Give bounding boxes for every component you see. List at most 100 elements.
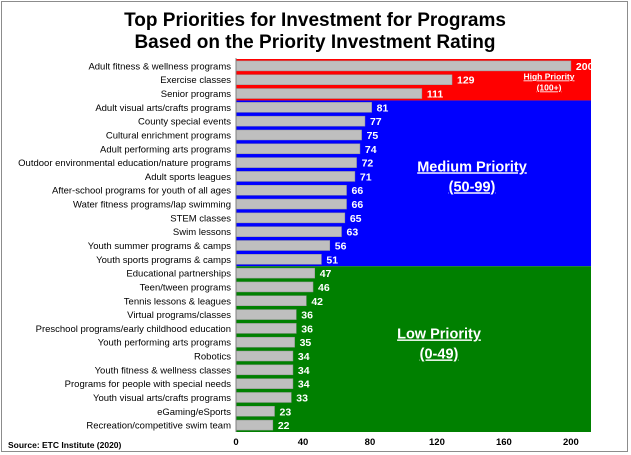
zone-medium-label-line-1: Medium Priority: [417, 159, 527, 175]
category-label: Exercise classes: [160, 75, 231, 86]
category-label: Youth visual arts/crafts programs: [93, 393, 231, 404]
x-tick-label: 160: [496, 437, 512, 448]
category-label: Tennis lessons & leagues: [124, 296, 231, 307]
category-label: Youth performing arts programs: [98, 338, 231, 349]
zone-low-background: [236, 266, 591, 432]
value-label: 81: [377, 102, 389, 114]
bar: [235, 295, 307, 307]
bar: [235, 115, 366, 127]
category-label: Robotics: [194, 352, 231, 363]
bar: [235, 212, 346, 224]
zone-medium-background: [236, 100, 591, 267]
bar: [235, 281, 314, 293]
category-label: Educational partnerships: [126, 269, 231, 280]
category-label: Adult sports leagues: [145, 172, 231, 183]
bar: [235, 88, 423, 99]
category-label: County special events: [138, 117, 231, 128]
value-label: 75: [367, 130, 379, 142]
value-label: 74: [365, 144, 377, 156]
bar: [235, 254, 322, 265]
x-tick-label: 120: [429, 437, 445, 448]
zone-high-label-line-1: High Priority: [523, 71, 574, 81]
category-label: Youth fitness & wellness classes: [95, 365, 232, 376]
bar: [235, 157, 357, 168]
value-label: 46: [318, 282, 330, 294]
value-label: 33: [296, 392, 308, 404]
chart-title-line-2: Based on the Priority Investment Rating: [134, 32, 495, 53]
category-label: Water fitness programs/lap swimming: [73, 200, 231, 211]
bar: [235, 143, 361, 155]
category-label: Virtual programs/classes: [127, 310, 231, 321]
category-label: Cultural enrichment programs: [106, 130, 231, 141]
category-label: Preschool programs/early childhood educa…: [36, 324, 231, 335]
bar: [235, 350, 294, 362]
bar: [235, 309, 297, 320]
source-note: Source: ETC Institute (2020): [8, 440, 122, 450]
category-label: Youth sports programs & camps: [96, 255, 231, 266]
value-label: 34: [298, 379, 310, 391]
value-label: 47: [320, 268, 332, 280]
x-tick-label: 200: [563, 437, 579, 448]
bar: [235, 378, 294, 389]
category-label: Outdoor environmental education/nature p…: [18, 158, 231, 169]
value-label: 36: [301, 310, 313, 322]
bar: [235, 419, 274, 431]
chart-title-line-1: Top Priorities for Investment for Progra…: [124, 10, 506, 31]
value-label: 51: [326, 254, 338, 266]
bar: [235, 198, 347, 210]
bar: [235, 171, 356, 182]
category-label: Teen/tween programs: [140, 282, 232, 293]
value-label: 22: [278, 420, 290, 432]
bar: [235, 102, 372, 113]
bar: [235, 267, 315, 279]
value-label: 42: [311, 296, 323, 308]
zone-medium-label-line-2: (50-99): [449, 179, 496, 195]
zone-low-label-line-2: (0-49): [420, 346, 459, 362]
category-label: Recreation/competitive swim team: [86, 421, 231, 432]
value-label: 34: [298, 365, 310, 377]
value-label: 111: [427, 89, 444, 101]
bar: [235, 226, 342, 237]
category-label: Senior programs: [161, 89, 231, 100]
bar: [235, 364, 294, 376]
value-label: 77: [370, 116, 382, 128]
bar: [235, 392, 292, 403]
value-label: 129: [457, 75, 475, 87]
value-label: 66: [352, 199, 364, 211]
value-label: 23: [280, 406, 292, 418]
x-tick-label: 40: [298, 437, 309, 448]
category-label: eGaming/eSports: [157, 407, 231, 418]
x-tick-label: 0: [233, 437, 238, 448]
value-label: 200: [576, 61, 594, 73]
bar: [235, 129, 362, 141]
bar: [235, 184, 347, 196]
zone-high-label-line-2: (100+): [537, 82, 562, 92]
bar: [235, 240, 331, 251]
category-label: Youth summer programs & camps: [88, 241, 232, 252]
value-label: 35: [300, 337, 312, 349]
category-label: STEM classes: [170, 213, 231, 224]
category-label: After-school programs for youth of all a…: [52, 186, 231, 197]
bar: [235, 323, 297, 334]
bar: [235, 406, 275, 417]
category-label: Swim lessons: [173, 227, 231, 238]
value-label: 65: [350, 213, 362, 225]
value-label: 36: [301, 323, 313, 335]
bar: [235, 60, 572, 72]
value-label: 56: [335, 241, 347, 253]
value-label: 34: [298, 351, 310, 363]
value-label: 71: [360, 171, 372, 183]
x-tick-label: 80: [365, 437, 376, 448]
category-label: Programs for people with special needs: [65, 379, 232, 390]
value-label: 63: [346, 227, 358, 239]
bar: [235, 74, 453, 85]
value-label: 66: [352, 185, 364, 197]
zone-low-label-line-1: Low Priority: [397, 326, 481, 342]
category-label: Adult performing arts programs: [100, 144, 231, 155]
bar: [235, 336, 295, 348]
category-label: Adult fitness & wellness programs: [88, 61, 231, 72]
category-label: Adult visual arts/crafts programs: [95, 103, 231, 114]
value-label: 72: [362, 158, 374, 170]
